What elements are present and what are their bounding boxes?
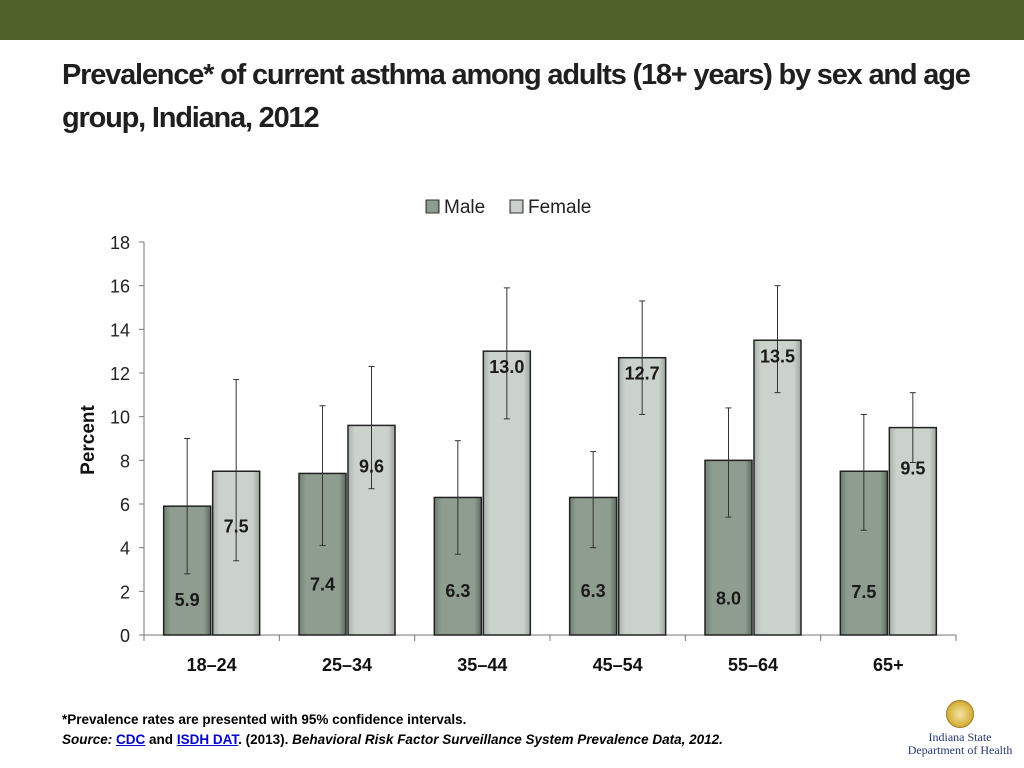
legend-label-male: Male [444,197,485,218]
y-axis-label: Percent [78,404,99,474]
data-label: 7.5 [224,517,249,537]
source-title: Behavioral Risk Factor Surveillance Syst… [292,732,723,747]
asthma-prevalence-chart: Male Female Percent 0 2 4 6 8 10 12 14 16 18 5.9 7.… [78,197,957,675]
y-tick-label: 4 [120,539,130,559]
state-seal-icon [946,700,974,728]
header-band [0,0,1024,40]
x-category-label: 65+ [873,655,904,675]
logo-line-1: Indiana State [928,730,992,744]
y-tick-label: 10 [110,408,130,428]
slide-title: Prevalence* of current asthma among adul… [62,59,971,134]
x-category-label: 18–24 [187,655,237,675]
legend-label-female: Female [528,197,591,218]
x-category-label: 35–44 [457,655,507,675]
cdc-link[interactable]: CDC [116,732,146,747]
isdh-dat-link[interactable]: ISDH DAT [176,732,239,747]
footnote: *Prevalence rates are presented with 95%… [62,712,467,727]
data-label: 6.3 [581,581,606,601]
isdh-logo: Indiana State Department of Health [900,700,1020,762]
x-category-label: 45–54 [593,655,643,675]
source-year: . (2013). [238,732,289,747]
legend-swatch-male [425,199,440,214]
x-category-label: 55–64 [728,655,778,675]
y-tick-label: 16 [110,277,130,297]
source-line: Source: CDC and ISDH DAT. (2013). Behavi… [62,732,723,747]
data-label: 13.5 [760,346,795,366]
y-tick-label: 0 [120,626,130,646]
y-tick-label: 2 [120,582,130,602]
data-label: 9.6 [359,457,384,477]
data-label: 12.7 [625,364,660,384]
logo-line-2: Department of Health [907,743,1013,757]
data-label: 5.9 [175,590,200,610]
data-label: 6.3 [445,581,470,601]
source-prefix: Source: [62,732,113,747]
chart-legend: Male Female [425,197,591,218]
y-tick-label: 14 [110,320,130,340]
legend-swatch-female [509,199,524,214]
y-tick-label: 12 [110,364,130,384]
data-label: 7.5 [851,582,876,602]
y-tick-label: 8 [120,451,130,471]
data-label: 7.4 [310,575,335,595]
y-tick-label: 6 [120,495,130,515]
y-tick-label: 18 [110,233,130,253]
source-and: and [149,732,174,747]
x-category-label: 25–34 [322,655,372,675]
data-label: 8.0 [716,588,741,608]
data-label: 13.0 [489,357,524,377]
data-label: 9.5 [900,458,925,478]
